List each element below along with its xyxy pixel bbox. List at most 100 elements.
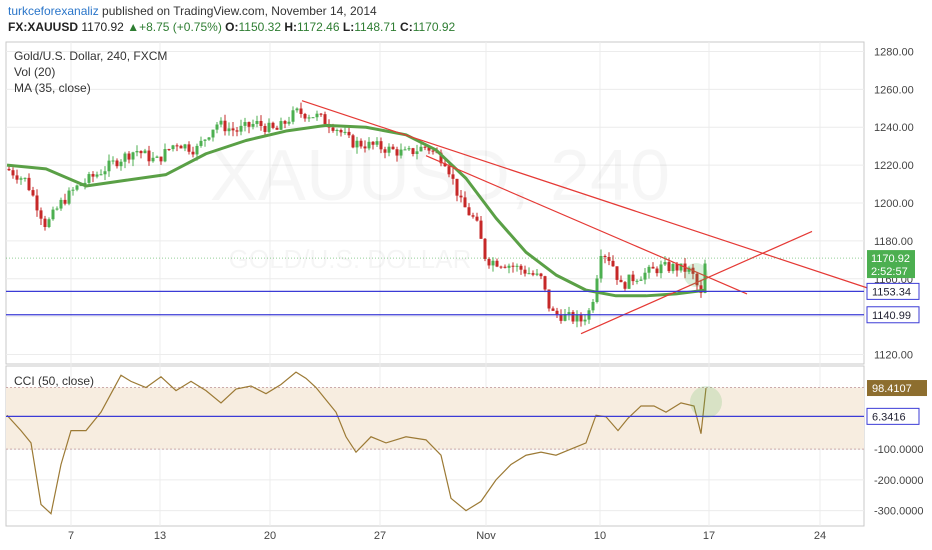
candle-body: [295, 108, 299, 111]
candle-body: [375, 141, 379, 145]
candle-body: [487, 258, 491, 266]
candle-body: [91, 174, 95, 177]
candle-body: [635, 280, 639, 282]
candle-body: [215, 124, 219, 130]
candle-body: [223, 120, 227, 132]
candle-body: [175, 145, 179, 147]
candle-body: [335, 130, 339, 132]
candle-body: [611, 260, 615, 267]
legend-title: Gold/U.S. Dollar, 240, FXCM: [14, 49, 167, 63]
candle-body: [283, 121, 287, 124]
candle-body: [439, 152, 443, 164]
candle-body: [475, 216, 479, 221]
author-link[interactable]: turkceforexanaliz: [8, 4, 99, 18]
candle-body: [463, 197, 467, 208]
candle-body: [499, 266, 503, 268]
candle-body: [627, 274, 631, 289]
candle-body: [567, 312, 571, 315]
cci-band: [6, 387, 864, 450]
candle-body: [575, 314, 579, 322]
published-text: published on TradingView.com, November 1…: [99, 4, 377, 18]
candle-body: [603, 255, 607, 258]
candle-body: [383, 149, 387, 153]
candle-body: [411, 148, 415, 155]
candle-body: [299, 108, 303, 114]
candle-body: [95, 174, 99, 177]
open-value: 1150.32: [239, 20, 282, 34]
candle-body: [615, 266, 619, 280]
level-badge-resistance: [866, 282, 920, 300]
candle-body: [399, 149, 403, 156]
candle-body: [667, 262, 671, 272]
candle-body: [239, 125, 243, 132]
up-triangle-icon: ▲: [127, 20, 139, 34]
cci-last-label: 98.4107: [872, 383, 912, 395]
candle-body: [67, 190, 71, 204]
candle-body: [547, 289, 551, 309]
candle-body: [467, 207, 471, 216]
close-label: C:: [400, 20, 413, 34]
candle-body: [143, 150, 147, 154]
candle-body: [235, 130, 239, 132]
candle-body: [59, 199, 63, 209]
candle-body: [591, 301, 595, 311]
candle-body: [363, 146, 367, 149]
candle-body: [407, 148, 411, 150]
candle-body: [47, 219, 51, 227]
y-tick-label: 1180.00: [874, 236, 913, 248]
candle-body: [351, 135, 355, 148]
candle-body: [619, 279, 623, 283]
last-price-badge: [867, 250, 915, 279]
cci-tick-label: -100.0000: [874, 444, 924, 456]
trendline: [301, 100, 875, 291]
candle-body: [331, 127, 335, 131]
candle-body: [231, 128, 235, 131]
candle-body: [211, 129, 215, 138]
x-tick-label: 24: [814, 530, 826, 542]
x-tick-label: 20: [264, 530, 276, 542]
candle-body: [147, 150, 151, 162]
candle-body: [227, 128, 231, 132]
candle-body: [167, 149, 171, 151]
candle-body: [115, 160, 119, 167]
candle-body: [271, 122, 275, 128]
y-tick-label: 1200.00: [874, 198, 914, 210]
candle-body: [443, 163, 447, 167]
svg-text:FX:XAUUSD 1170.92: FX:XAUUSD 1170.92 ▲+8.75 (+0.75%) O:1150…: [8, 20, 456, 34]
candle-body: [247, 122, 251, 127]
candle-body: [155, 156, 159, 158]
cci-level-badge: [866, 407, 920, 425]
y-tick-label: 1120.00: [874, 350, 913, 362]
candle-body: [303, 113, 307, 119]
candle-body: [511, 265, 515, 267]
candle-body: [571, 312, 575, 322]
x-tick-label: 17: [703, 530, 715, 542]
candle-body: [323, 114, 327, 125]
candle-body: [519, 265, 523, 270]
candle-body: [455, 178, 459, 196]
candle-body: [311, 117, 315, 119]
candle-body: [187, 144, 191, 152]
candle-body: [471, 215, 475, 217]
candle-body: [27, 177, 31, 191]
candle-body: [259, 120, 263, 126]
candle-body: [367, 141, 371, 149]
low-value: 1148.71: [354, 20, 397, 34]
candle-body: [183, 144, 187, 149]
candle-body: [267, 122, 271, 132]
legend-vol: Vol (20): [14, 65, 55, 79]
legend-cci: CCI (50, close): [14, 374, 94, 388]
candle-body: [111, 160, 115, 162]
cci-tick-label: -300.0000: [874, 506, 924, 518]
countdown-timer: 2:52:57: [871, 266, 908, 278]
candle-body: [51, 209, 55, 220]
candle-body: [631, 274, 635, 282]
candle-body: [659, 264, 663, 274]
candle-body: [43, 218, 47, 227]
candle-body: [415, 151, 419, 155]
change-text: +8.75 (+0.75%): [139, 20, 222, 34]
candle-body: [695, 273, 699, 286]
candle-body: [607, 257, 611, 261]
symbol[interactable]: FX:XAUUSD: [8, 20, 78, 34]
